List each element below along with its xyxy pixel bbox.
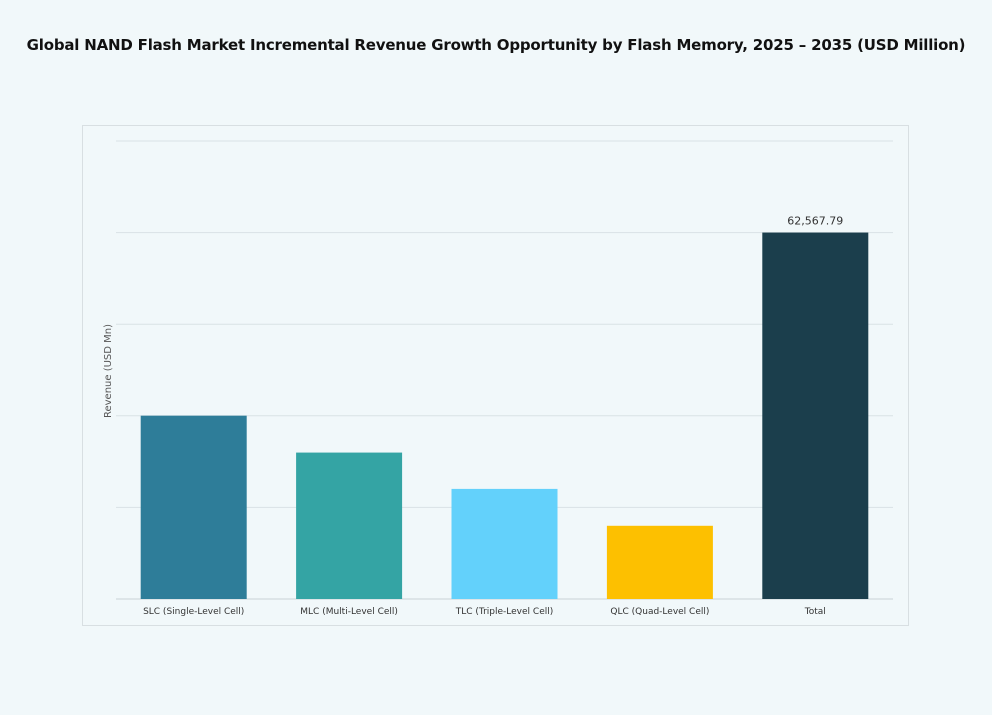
x-tick-label: TLC (Triple-Level Cell) [455,607,554,617]
x-tick-labels: SLC (Single-Level Cell) MLC (Multi-Level … [143,607,826,617]
data-label: 62,567.79 [787,215,843,228]
data-labels: 62,567.79 [787,215,843,228]
chart-title: Global NAND Flash Market Incremental Rev… [26,36,966,54]
bars [140,232,869,599]
bar-3 [451,488,558,599]
bar-5 [762,232,869,599]
x-tick-label: MLC (Multi-Level Cell) [300,607,398,617]
y-axis-label: Revenue (USD Mn) [103,324,114,418]
bar-2 [296,452,403,599]
bar-4 [606,525,713,599]
x-tick-label: SLC (Single-Level Cell) [143,607,244,617]
x-tick-label: QLC (Quad-Level Cell) [610,607,709,617]
bar-1 [140,415,247,599]
x-tick-label: Total [804,607,826,617]
